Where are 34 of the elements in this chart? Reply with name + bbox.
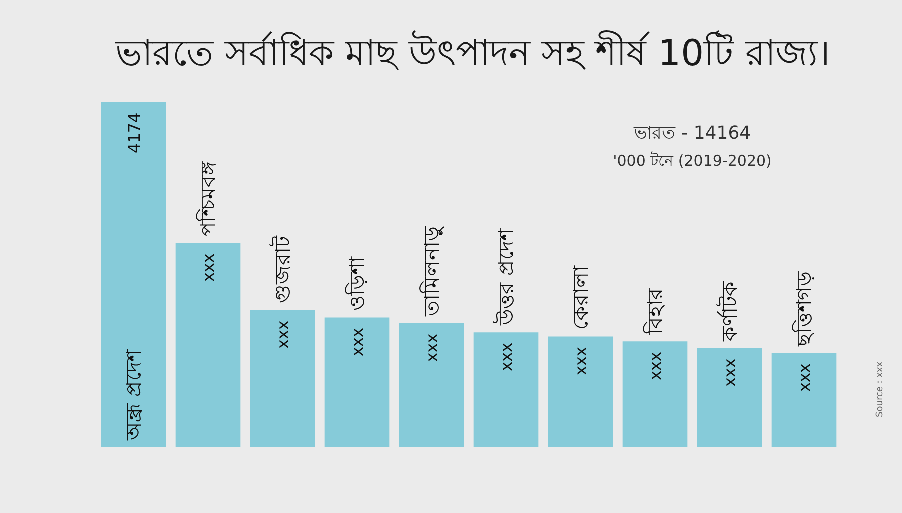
x-tick-label: অন্ধ্র প্রদেশ [122, 348, 146, 442]
x-tick-label: উত্তর প্রদেশ [493, 228, 518, 327]
bar [250, 310, 316, 448]
x-tick-label: তামিলনাড়ু [420, 226, 444, 318]
data-label: xxx [422, 334, 442, 362]
x-tick-label: ছত্তিশগড় [792, 270, 816, 348]
annotation: ভারত - 14164 [632, 122, 752, 144]
annotation: Source : xxx [876, 361, 886, 418]
bar [176, 243, 241, 448]
x-tick-label: গুজরাট [270, 235, 295, 304]
x-tick-label: কর্ণাটক [716, 281, 742, 342]
data-label: xxx [720, 358, 740, 388]
data-label: xxx [794, 364, 814, 392]
bar [697, 348, 762, 448]
bar [324, 318, 390, 448]
bar [548, 336, 614, 448]
data-label: xxx [348, 328, 367, 356]
bar [101, 102, 166, 448]
data-label: xxx [571, 347, 590, 376]
bar [474, 332, 539, 448]
bar [399, 323, 464, 448]
bar [772, 353, 837, 448]
annotation: '000 টনে (2019-2020) [613, 152, 772, 170]
bar [622, 342, 688, 448]
x-tick-label: পশ্চিমবঙ্গ [196, 160, 220, 236]
x-tick-label: ওড়িশা [345, 256, 370, 311]
x-tick-label: বিহার [643, 288, 668, 336]
x-tick-label: কেরালা [568, 264, 593, 330]
data-label: xxx [273, 320, 292, 350]
data-label: xxx [496, 342, 516, 372]
data-label: xxx [198, 254, 218, 282]
chart-title: ভারতে সর্বাধিক মাছ উৎপাদন সহ শীর্ষ 10টি রাজ্য। [114, 30, 830, 74]
data-label: xxx [646, 352, 665, 380]
data-label: 4174 [124, 112, 144, 154]
